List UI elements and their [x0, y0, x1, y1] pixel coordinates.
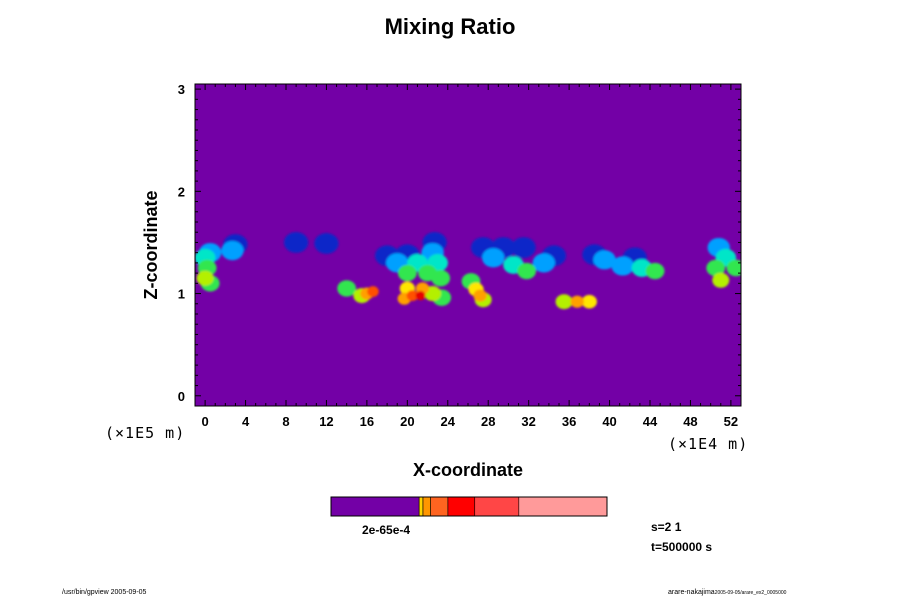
x-tick-label: 36 [562, 414, 576, 429]
field-cell [555, 294, 573, 310]
colorbar-segment [474, 496, 520, 517]
field-cell [196, 270, 214, 286]
x-tick-label: 28 [481, 414, 495, 429]
y-axis-title: Z-coordinate [141, 190, 161, 299]
field-cell [415, 290, 426, 301]
field-cell [284, 232, 309, 253]
mixing-ratio-field [195, 232, 741, 310]
field-cell [337, 280, 357, 297]
footer-author: arare-nakajima2005-09-05/arare_ex2_00050… [668, 589, 786, 596]
colorbar-segment [422, 496, 431, 517]
x-scale-note: (×1E4 m) [668, 435, 748, 453]
colorbar-segment [518, 496, 608, 517]
field-cell [532, 253, 556, 273]
field-cell [482, 248, 505, 268]
x-tick-label: 12 [319, 414, 333, 429]
x-tick-label: 32 [521, 414, 535, 429]
x-tick-label: 20 [400, 414, 414, 429]
y-tick-label: 0 [178, 389, 185, 404]
x-tick-label: 0 [201, 414, 208, 429]
field-cell [712, 272, 730, 288]
field-cell [570, 295, 584, 308]
x-tick-label: 40 [602, 414, 616, 429]
y-tick-label: 3 [178, 82, 185, 97]
field-cell [473, 289, 487, 302]
step-annotation: s=2 1 [651, 520, 682, 534]
field-cell [221, 241, 244, 261]
x-tick-label: 16 [360, 414, 374, 429]
field-cell [397, 264, 417, 282]
x-tick-label: 24 [441, 414, 456, 429]
y-scale-note: (×1E5 m) [105, 424, 185, 442]
colorbar-segment [447, 496, 476, 517]
x-tick-label: 44 [643, 414, 658, 429]
field-cell [431, 270, 451, 287]
field-cell [611, 256, 634, 276]
field-cell [367, 286, 379, 297]
footer-author-name: arare-nakajima [668, 589, 715, 596]
field-cell [511, 237, 536, 258]
colorbar-segment [418, 496, 424, 517]
footer-author-detail: 2005-09-05/arare_ex2_0005000 [714, 590, 787, 596]
plot-background [195, 84, 741, 406]
x-tick-label: 4 [242, 414, 250, 429]
field-cell [406, 290, 419, 301]
x-tick-label: 52 [724, 414, 738, 429]
colorbar [330, 496, 608, 517]
field-cell [581, 294, 597, 309]
colorbar-segment [330, 496, 420, 517]
field-cell [517, 262, 537, 280]
y-tick-label: 2 [178, 184, 185, 199]
field-cell [593, 250, 616, 270]
footer-command: /usr/bin/gpview 2005-09-05 [62, 589, 147, 596]
colorbar-segment [430, 496, 449, 517]
x-axis-title: X-coordinate [412, 460, 523, 480]
chart-title: Mixing Ratio [384, 14, 516, 39]
y-tick-label: 1 [178, 287, 185, 302]
x-tick-label: 48 [683, 414, 697, 429]
colorbar-frame [330, 496, 608, 517]
x-tick-label: 8 [282, 414, 289, 429]
field-cell [645, 262, 665, 280]
time-annotation: t=500000 s [651, 540, 713, 554]
field-cell [726, 259, 741, 277]
field-cell [706, 259, 726, 277]
field-cell [314, 233, 339, 254]
colorbar-label: 2e-65e-4 [362, 523, 411, 537]
